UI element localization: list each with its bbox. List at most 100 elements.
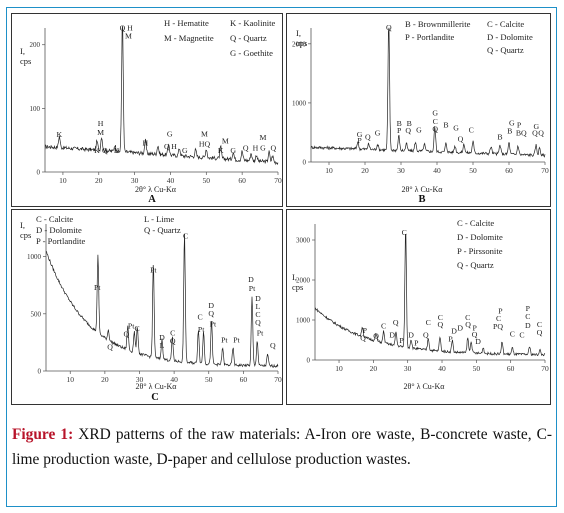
x-tick-label: 30	[136, 375, 144, 384]
peak-label: Q	[458, 134, 464, 143]
x-tick-label: 60	[507, 364, 515, 373]
peak-label: M	[125, 31, 132, 40]
peak-label: B	[407, 119, 412, 128]
xrd-chart-d: 10 20 30 40 50 60 70 0 1000 2000 3000 I,cps 2θ° λ Cu…	[292, 218, 549, 391]
peak-label: H	[127, 24, 133, 33]
x-tick-label: 40	[167, 176, 175, 185]
peak-label: Q	[538, 128, 544, 137]
x-axis-label: 2θ° λ Cu-Kα	[136, 382, 178, 391]
peak-label: BQ	[516, 128, 527, 137]
figure-label: Figure 1:	[12, 426, 74, 443]
peak-label: Pt	[128, 322, 135, 331]
peak-label: G	[357, 130, 363, 139]
legend-entry: P - Portlandite	[36, 236, 86, 246]
peak-label: H	[98, 119, 104, 128]
peak-label: C	[183, 231, 188, 240]
x-axis-label: 2θ° λ Cu-Kα	[402, 185, 444, 194]
peak-label: P	[399, 336, 404, 345]
peak-label: D	[248, 275, 254, 284]
panel-label: A	[148, 194, 156, 205]
peak-label: K	[218, 146, 224, 155]
peak-label: Q	[124, 330, 130, 339]
peak-label: D	[389, 331, 395, 340]
peak-label: G	[260, 143, 266, 152]
peak-label: D	[451, 327, 457, 336]
peak-label: D	[408, 331, 414, 340]
peak-label: G	[167, 129, 173, 138]
peak-label: C	[426, 318, 431, 327]
y-tick-label: 0	[37, 169, 41, 177]
x-tick-label: 20	[101, 375, 109, 384]
peak-label: M	[97, 128, 104, 137]
peak-label: K	[114, 146, 120, 155]
x-tick-label: 40	[170, 375, 178, 384]
x-tick-label: 30	[404, 364, 412, 373]
legend-entry: P - Pirssonite	[457, 246, 503, 256]
x-tick-label: 50	[205, 375, 213, 384]
x-tick-label: 10	[325, 166, 333, 175]
peak-label: HQ	[199, 140, 211, 149]
peak-label: Q	[432, 124, 438, 133]
peak-label: Pt	[257, 329, 264, 338]
peak-label: P	[357, 136, 362, 145]
legend-entry: D - Dolomite	[487, 32, 533, 42]
peak-label: C	[469, 125, 474, 134]
peak-label: Q	[472, 330, 478, 339]
y-axis-label: I,	[292, 272, 297, 282]
peak-label: C	[170, 329, 175, 338]
peak-label: P	[448, 335, 453, 344]
peak-label: Q	[360, 333, 366, 342]
peak-label: C	[255, 310, 260, 319]
y-tick-label: 500	[31, 310, 42, 318]
legend-entry: G - Goethite	[230, 48, 273, 58]
peak-label: C	[402, 228, 407, 237]
peak-label: Q	[365, 133, 371, 142]
legend-entry: Q - Quartz	[144, 225, 181, 235]
legend-entry: Q - Quartz	[487, 45, 524, 55]
y-axis-label: cps	[20, 56, 31, 66]
legend-entry: C - Calcite	[457, 218, 494, 228]
peak-label: G	[534, 122, 540, 131]
peak-label: L	[160, 341, 165, 350]
peak-label: Q	[208, 309, 214, 318]
y-tick-label: 1000	[27, 253, 42, 261]
peak-label: Q	[270, 341, 276, 350]
peak-label: D	[457, 323, 463, 332]
legend-entry: D - Dolomite	[457, 232, 503, 242]
legend-entry: M - Magnetite	[164, 33, 214, 43]
peak-label: P	[397, 126, 402, 135]
x-tick-label: 30	[397, 166, 405, 175]
peak-label: C	[433, 117, 438, 126]
peak-label: Q	[271, 143, 277, 152]
peak-label: C	[510, 329, 515, 338]
x-tick-label: 60	[505, 166, 513, 175]
y-tick-label: 0	[303, 159, 307, 167]
peak-label: Q	[243, 143, 249, 152]
peak-label: Q	[255, 318, 261, 327]
peak-label: Q	[405, 126, 411, 135]
y-tick-label: 2000	[296, 277, 311, 285]
peak-label: D	[159, 333, 165, 342]
x-axis-label: 2θ° λ Cu-Kα	[404, 382, 446, 391]
y-axis-label: cps	[20, 230, 31, 240]
y-tick-label: 0	[38, 368, 42, 376]
peak-label: C	[525, 312, 530, 321]
x-tick-label: 70	[274, 176, 282, 185]
peak-label: G	[453, 124, 459, 133]
peak-label: Pt	[150, 266, 157, 275]
x-tick-label: 70	[274, 375, 282, 384]
xrd-panel-d: 10 20 30 40 50 60 70 0 1000 2000 3000 I, cps 2θ° λ Cu…	[286, 209, 551, 405]
y-tick-label: 0	[307, 357, 311, 365]
peak-label: Q	[102, 146, 108, 155]
peak-label: P	[517, 121, 522, 130]
peak-label: M	[222, 136, 229, 145]
legend-entry: Q - Quartz	[457, 260, 494, 270]
peak-label: Pt	[233, 335, 240, 344]
x-tick-label: 20	[95, 176, 103, 185]
peak-label: M	[259, 133, 266, 142]
y-axis-label: I,	[20, 220, 25, 230]
xrd-trace	[45, 233, 279, 368]
peak-label: P	[472, 323, 477, 332]
legend-entry: P - Portlandite	[405, 32, 455, 42]
xrd-trace	[44, 25, 279, 166]
